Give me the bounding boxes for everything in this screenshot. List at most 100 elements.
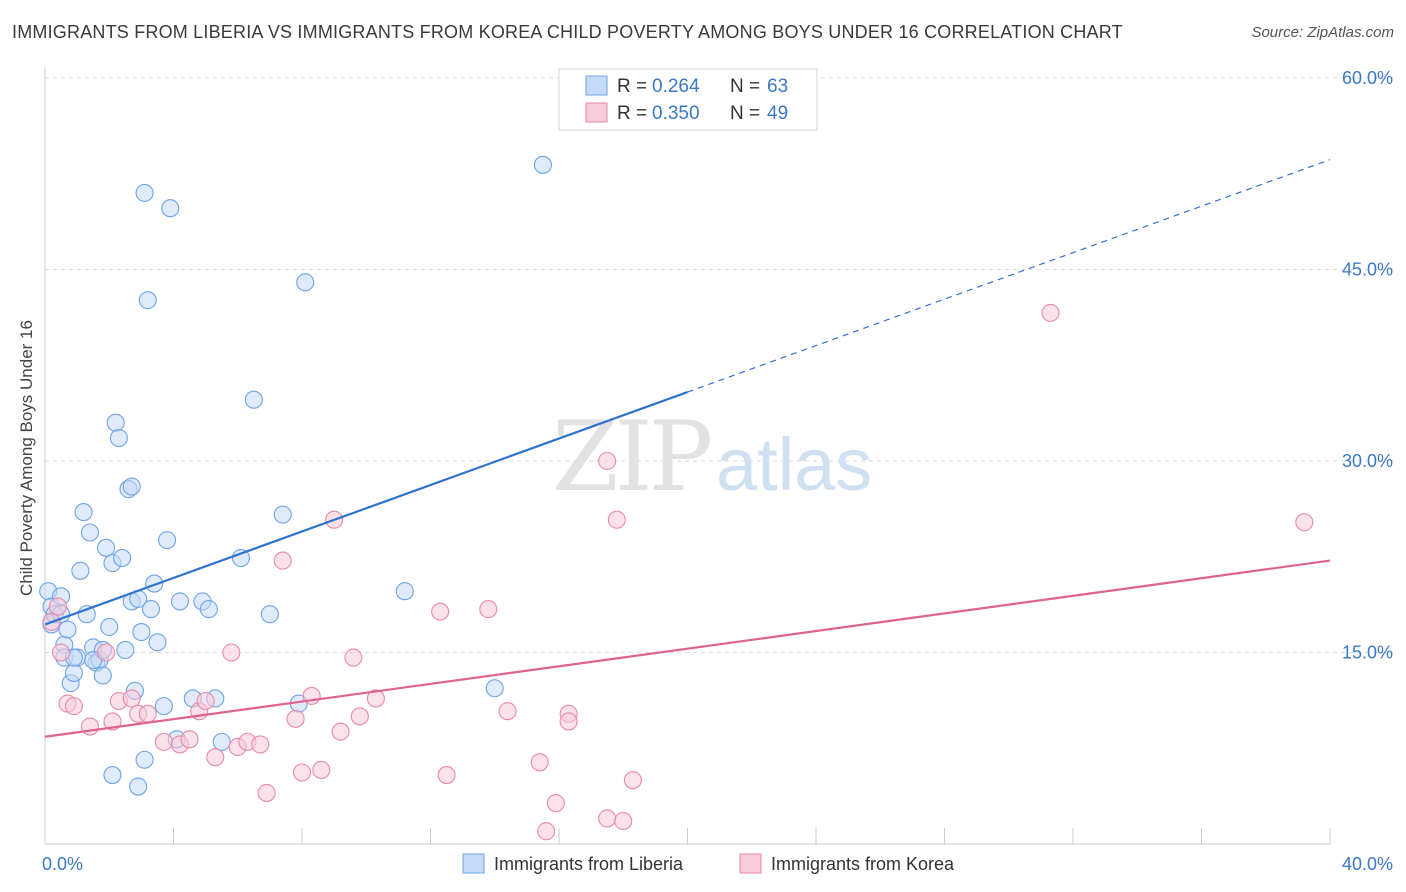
point-liberia [161, 199, 180, 218]
point-korea [251, 735, 270, 754]
point-korea [431, 602, 450, 621]
point-korea [530, 753, 549, 772]
point-liberia [296, 273, 315, 292]
legend-stats-korea-r-label: R = [617, 103, 647, 124]
point-korea [292, 763, 312, 782]
point-korea [498, 702, 517, 721]
point-liberia [122, 477, 141, 496]
point-korea [138, 704, 157, 723]
point-liberia [170, 592, 189, 611]
legend-liberia-label[interactable]: Immigrants from Liberia [494, 854, 684, 874]
point-liberia [93, 666, 112, 685]
point-liberia [64, 663, 83, 682]
point-korea [537, 822, 556, 841]
point-liberia [129, 777, 148, 796]
legend-series: Immigrants from Liberia Immigrants from … [462, 853, 955, 874]
legend-stats-liberia-swatch [585, 75, 608, 96]
point-liberia [109, 428, 128, 448]
point-korea [437, 766, 456, 785]
legend-liberia-swatch[interactable] [462, 853, 485, 874]
point-korea [623, 771, 642, 790]
point-liberia [273, 505, 292, 524]
point-korea [614, 811, 633, 831]
point-korea [344, 648, 363, 667]
point-korea [273, 551, 292, 570]
point-liberia [148, 633, 167, 652]
point-liberia [141, 600, 161, 619]
legend-stats-korea-r-value: 0.350 [652, 103, 700, 124]
point-korea [559, 712, 578, 731]
y-tick-label: 15.0% [1342, 643, 1393, 663]
point-liberia [113, 548, 132, 568]
chart-title: IMMIGRANTS FROM LIBERIA VS IMMIGRANTS FR… [12, 22, 1123, 42]
point-korea [331, 722, 350, 741]
x-tick-label-min: 0.0% [42, 854, 83, 874]
point-korea [286, 709, 305, 728]
point-liberia [154, 697, 173, 716]
grid-lines [45, 77, 1395, 653]
point-liberia [58, 620, 77, 639]
point-korea [1295, 513, 1314, 532]
trend-korea [44, 559, 1331, 738]
point-korea [154, 732, 173, 751]
point-korea [48, 597, 67, 616]
point-liberia [135, 183, 154, 202]
point-korea [222, 643, 241, 662]
point-liberia [260, 605, 279, 624]
zipatlas-watermark: ZIP atlas [552, 401, 872, 513]
point-liberia [212, 732, 231, 751]
point-liberia [145, 574, 164, 593]
y-tick-label: 30.0% [1342, 451, 1393, 471]
x-tick-label-max: 40.0% [1342, 854, 1393, 874]
point-liberia [138, 291, 157, 310]
point-liberia [116, 640, 135, 659]
point-liberia [244, 390, 263, 409]
watermark-atlas: atlas [716, 423, 872, 506]
trend-liberia-solid [44, 391, 688, 626]
point-liberia [533, 155, 552, 174]
legend-stats-korea-n-label: N = [730, 103, 760, 124]
point-korea [598, 809, 617, 828]
legend-stats-korea-n-value: 49 [767, 103, 788, 124]
point-korea [350, 707, 369, 726]
trend-liberia-dashed [687, 159, 1331, 393]
legend-stats-liberia-r-label: R = [617, 76, 647, 97]
point-korea [257, 783, 276, 802]
point-liberia [103, 766, 122, 785]
point-liberia [132, 623, 151, 642]
point-korea [96, 643, 116, 662]
point-liberia [231, 548, 251, 568]
legend-stats-korea-swatch [585, 102, 608, 123]
point-liberia [485, 679, 504, 698]
point-liberia [158, 531, 177, 550]
point-liberia [80, 523, 100, 542]
legend-stats-liberia-r-value: 0.264 [652, 76, 700, 97]
y-axis-label: Child Poverty Among Boys Under 16 [17, 320, 36, 596]
point-korea [52, 643, 71, 662]
point-liberia [100, 617, 119, 637]
y-tick-label: 60.0% [1342, 68, 1393, 88]
legend-stats-liberia-n-label: N = [730, 76, 760, 97]
source-label: Source: ZipAtlas.com [1251, 24, 1394, 41]
point-korea [1041, 303, 1060, 322]
point-korea [122, 689, 141, 708]
point-liberia [199, 600, 218, 619]
point-korea [196, 691, 215, 711]
point-liberia [106, 413, 125, 432]
y-tick-labels: 15.0% 30.0% 45.0% 60.0% [1342, 68, 1393, 663]
point-korea [366, 689, 385, 708]
point-korea [206, 748, 225, 767]
legend-korea-label[interactable]: Immigrants from Korea [771, 854, 955, 874]
point-korea [546, 794, 565, 813]
point-liberia [395, 582, 414, 601]
point-korea [607, 510, 626, 529]
legend-korea-swatch[interactable] [739, 853, 762, 874]
point-korea [103, 712, 122, 731]
point-liberia [96, 538, 116, 557]
legend-stats: R = 0.264 N = 63 R = 0.350 N = 49 [558, 68, 818, 131]
trend-lines [44, 159, 1331, 738]
point-korea [479, 600, 498, 619]
point-liberia [71, 561, 90, 580]
point-korea [312, 760, 331, 780]
